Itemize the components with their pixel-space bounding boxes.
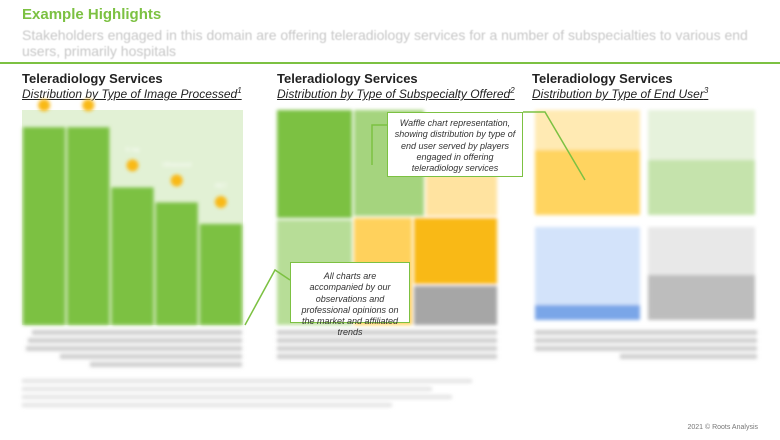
panel-subtitle: Distribution by Type of Subspecialty Off… — [277, 86, 515, 101]
callout: All charts are accompanied by our observ… — [290, 262, 410, 337]
callout-connector — [371, 124, 387, 165]
bar-group: CT MR X-ray Ultrasound PET — [23, 87, 242, 325]
panel-title: Teleradiology Services — [22, 71, 163, 86]
subtitle-text: Distribution by Type of End User — [532, 87, 704, 101]
bar — [155, 202, 198, 325]
bar-icon — [170, 174, 183, 187]
footnote-ref: 3 — [703, 86, 709, 95]
panel-title: Teleradiology Services — [277, 71, 418, 86]
bar — [199, 223, 242, 325]
waffle — [535, 110, 755, 320]
panel-subtitle: Distribution by Type of Image Processed1 — [22, 86, 242, 101]
footnote-ref: 1 — [237, 86, 242, 95]
bar-icon — [82, 99, 95, 112]
subtitle-text: Distribution by Type of Subspecialty Off… — [277, 87, 511, 101]
footnote-ref: 2 — [510, 86, 515, 95]
bar — [111, 187, 154, 325]
callout-connector — [523, 111, 586, 181]
bar-category: CT — [40, 87, 48, 93]
slide-title: Example Highlights — [22, 6, 162, 23]
bar-category: MR — [84, 87, 94, 93]
copyright: 2021 © Roots Analysis — [687, 424, 758, 431]
bar-icon — [126, 159, 139, 172]
panel-subtitle: Distribution by Type of End User3 — [532, 86, 708, 101]
bar-icon — [38, 99, 51, 112]
subtitle-text: Distribution by Type of Image Processed — [22, 87, 238, 101]
panel-title: Teleradiology Services — [532, 71, 673, 86]
bar-icon — [214, 195, 227, 208]
bar — [23, 127, 66, 325]
bar-category: X-ray — [125, 147, 139, 153]
callout: Waffle chart representation, showing dis… — [387, 112, 523, 177]
bar-category: PET — [215, 184, 227, 190]
blurred-notes — [22, 330, 757, 407]
callout-connector — [244, 268, 291, 326]
divider — [0, 62, 780, 64]
bar-category: Ultrasound — [162, 162, 191, 168]
slide-subtitle: Stakeholders engaged in this domain are … — [22, 27, 748, 59]
bar — [67, 127, 110, 325]
